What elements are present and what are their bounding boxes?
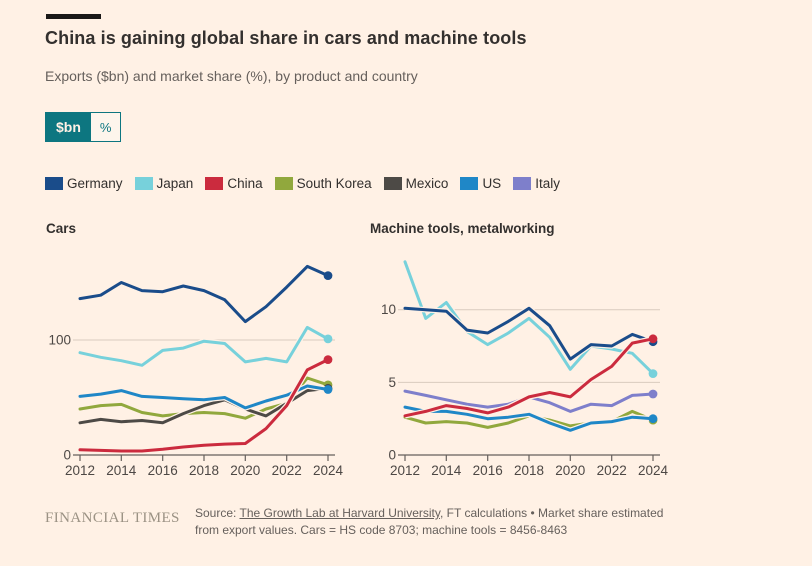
- line-us: [78, 384, 330, 410]
- legend-item-italy[interactable]: Italy: [513, 176, 560, 191]
- page-title: China is gaining global share in cars an…: [45, 28, 527, 48]
- y-tick-label: 10: [381, 302, 396, 317]
- legend-label: Japan: [156, 176, 194, 191]
- legend-swatch-mexico: [383, 177, 402, 190]
- unit-toggle: $bn %: [45, 112, 122, 142]
- y-tick-label: 0: [63, 448, 71, 463]
- cars-chart: 0 100 2012 2014 2016 2018 2020 2022 2024: [48, 263, 344, 478]
- ft-logo: FINANCIAL TIMES: [45, 510, 180, 526]
- legend-label: Mexico: [405, 176, 449, 191]
- page-subtitle: Exports ($bn) and market share (%), by p…: [45, 68, 418, 84]
- line-germany: [403, 306, 655, 361]
- line-china: [403, 337, 655, 418]
- line-halo-germany: [79, 263, 330, 325]
- x-tick-label: 2016: [473, 463, 503, 478]
- accent-bar: [46, 14, 101, 19]
- line-china: [78, 358, 330, 453]
- x-tick-label: 2012: [65, 463, 95, 478]
- x-tick-label: 2014: [431, 463, 462, 478]
- legend-label: Italy: [535, 176, 560, 191]
- x-tick-label: 2016: [148, 463, 178, 478]
- endpoint-dot-japan: [323, 334, 333, 344]
- legend-item-germany[interactable]: Germany: [45, 176, 123, 191]
- x-tick-label: 2014: [106, 463, 137, 478]
- endpoint-dot-us: [648, 414, 658, 424]
- endpoint-dot-china: [323, 355, 333, 364]
- endpoint-dot-germany: [323, 271, 333, 280]
- endpoint-dot-china: [648, 334, 658, 344]
- legend-item-mexico[interactable]: Mexico: [383, 176, 449, 191]
- legend-item-japan[interactable]: Japan: [134, 176, 194, 191]
- toggle-dollar-bn-button[interactable]: $bn: [46, 113, 91, 141]
- legend-swatch-south-korea: [274, 177, 293, 190]
- x-tick-label: 2012: [390, 463, 420, 478]
- x-tick-label: 2020: [555, 463, 585, 478]
- source-note: Source: The Growth Lab at Harvard Univer…: [195, 505, 677, 539]
- legend-label: China: [227, 176, 263, 191]
- cars-chart-title: Cars: [46, 221, 77, 236]
- line-japan: [403, 260, 655, 376]
- y-tick-label: 100: [48, 333, 71, 348]
- line-japan: [78, 325, 330, 367]
- legend-swatch-china: [205, 177, 224, 190]
- y-tick-label: 0: [388, 448, 396, 463]
- legend-label: Germany: [67, 176, 123, 191]
- legend-label: South Korea: [296, 176, 372, 191]
- x-tick-label: 2024: [638, 463, 669, 478]
- chart-legend: Germany Japan China South Korea Mexico US Ital…: [45, 176, 785, 191]
- x-tick-label: 2018: [189, 463, 219, 478]
- machine-tools-chart-title: Machine tools, metalworking: [370, 221, 555, 236]
- line-germany: [78, 264, 330, 324]
- legend-swatch-japan: [134, 177, 153, 190]
- line-us: [403, 405, 655, 432]
- legend-item-us[interactable]: US: [460, 176, 501, 191]
- y-tick-label: 5: [388, 375, 396, 390]
- x-tick-label: 2022: [272, 463, 302, 478]
- source-rest: , FT calculations • Market share estimat…: [195, 506, 664, 537]
- toggle-percent-button[interactable]: %: [90, 113, 121, 141]
- x-tick-label: 2024: [313, 463, 344, 478]
- machine-tools-chart: 0 5 10 2012 2014 2016 2018 2020 2022 2024: [381, 260, 669, 478]
- legend-swatch-us: [460, 177, 479, 190]
- x-tick-label: 2022: [597, 463, 627, 478]
- endpoint-dot-us: [323, 385, 333, 394]
- source-link[interactable]: The Growth Lab at Harvard University: [239, 506, 441, 520]
- legend-label: US: [482, 176, 502, 191]
- x-tick-label: 2020: [230, 463, 260, 478]
- endpoint-dot-japan: [648, 369, 658, 378]
- source-prefix: Source:: [195, 506, 240, 520]
- legend-swatch-germany: [45, 177, 63, 190]
- legend-item-china[interactable]: China: [205, 176, 263, 191]
- endpoint-dot-italy: [648, 389, 658, 399]
- legend-swatch-italy: [513, 177, 532, 190]
- x-tick-label: 2018: [514, 463, 544, 478]
- legend-item-south-korea[interactable]: South Korea: [274, 176, 372, 191]
